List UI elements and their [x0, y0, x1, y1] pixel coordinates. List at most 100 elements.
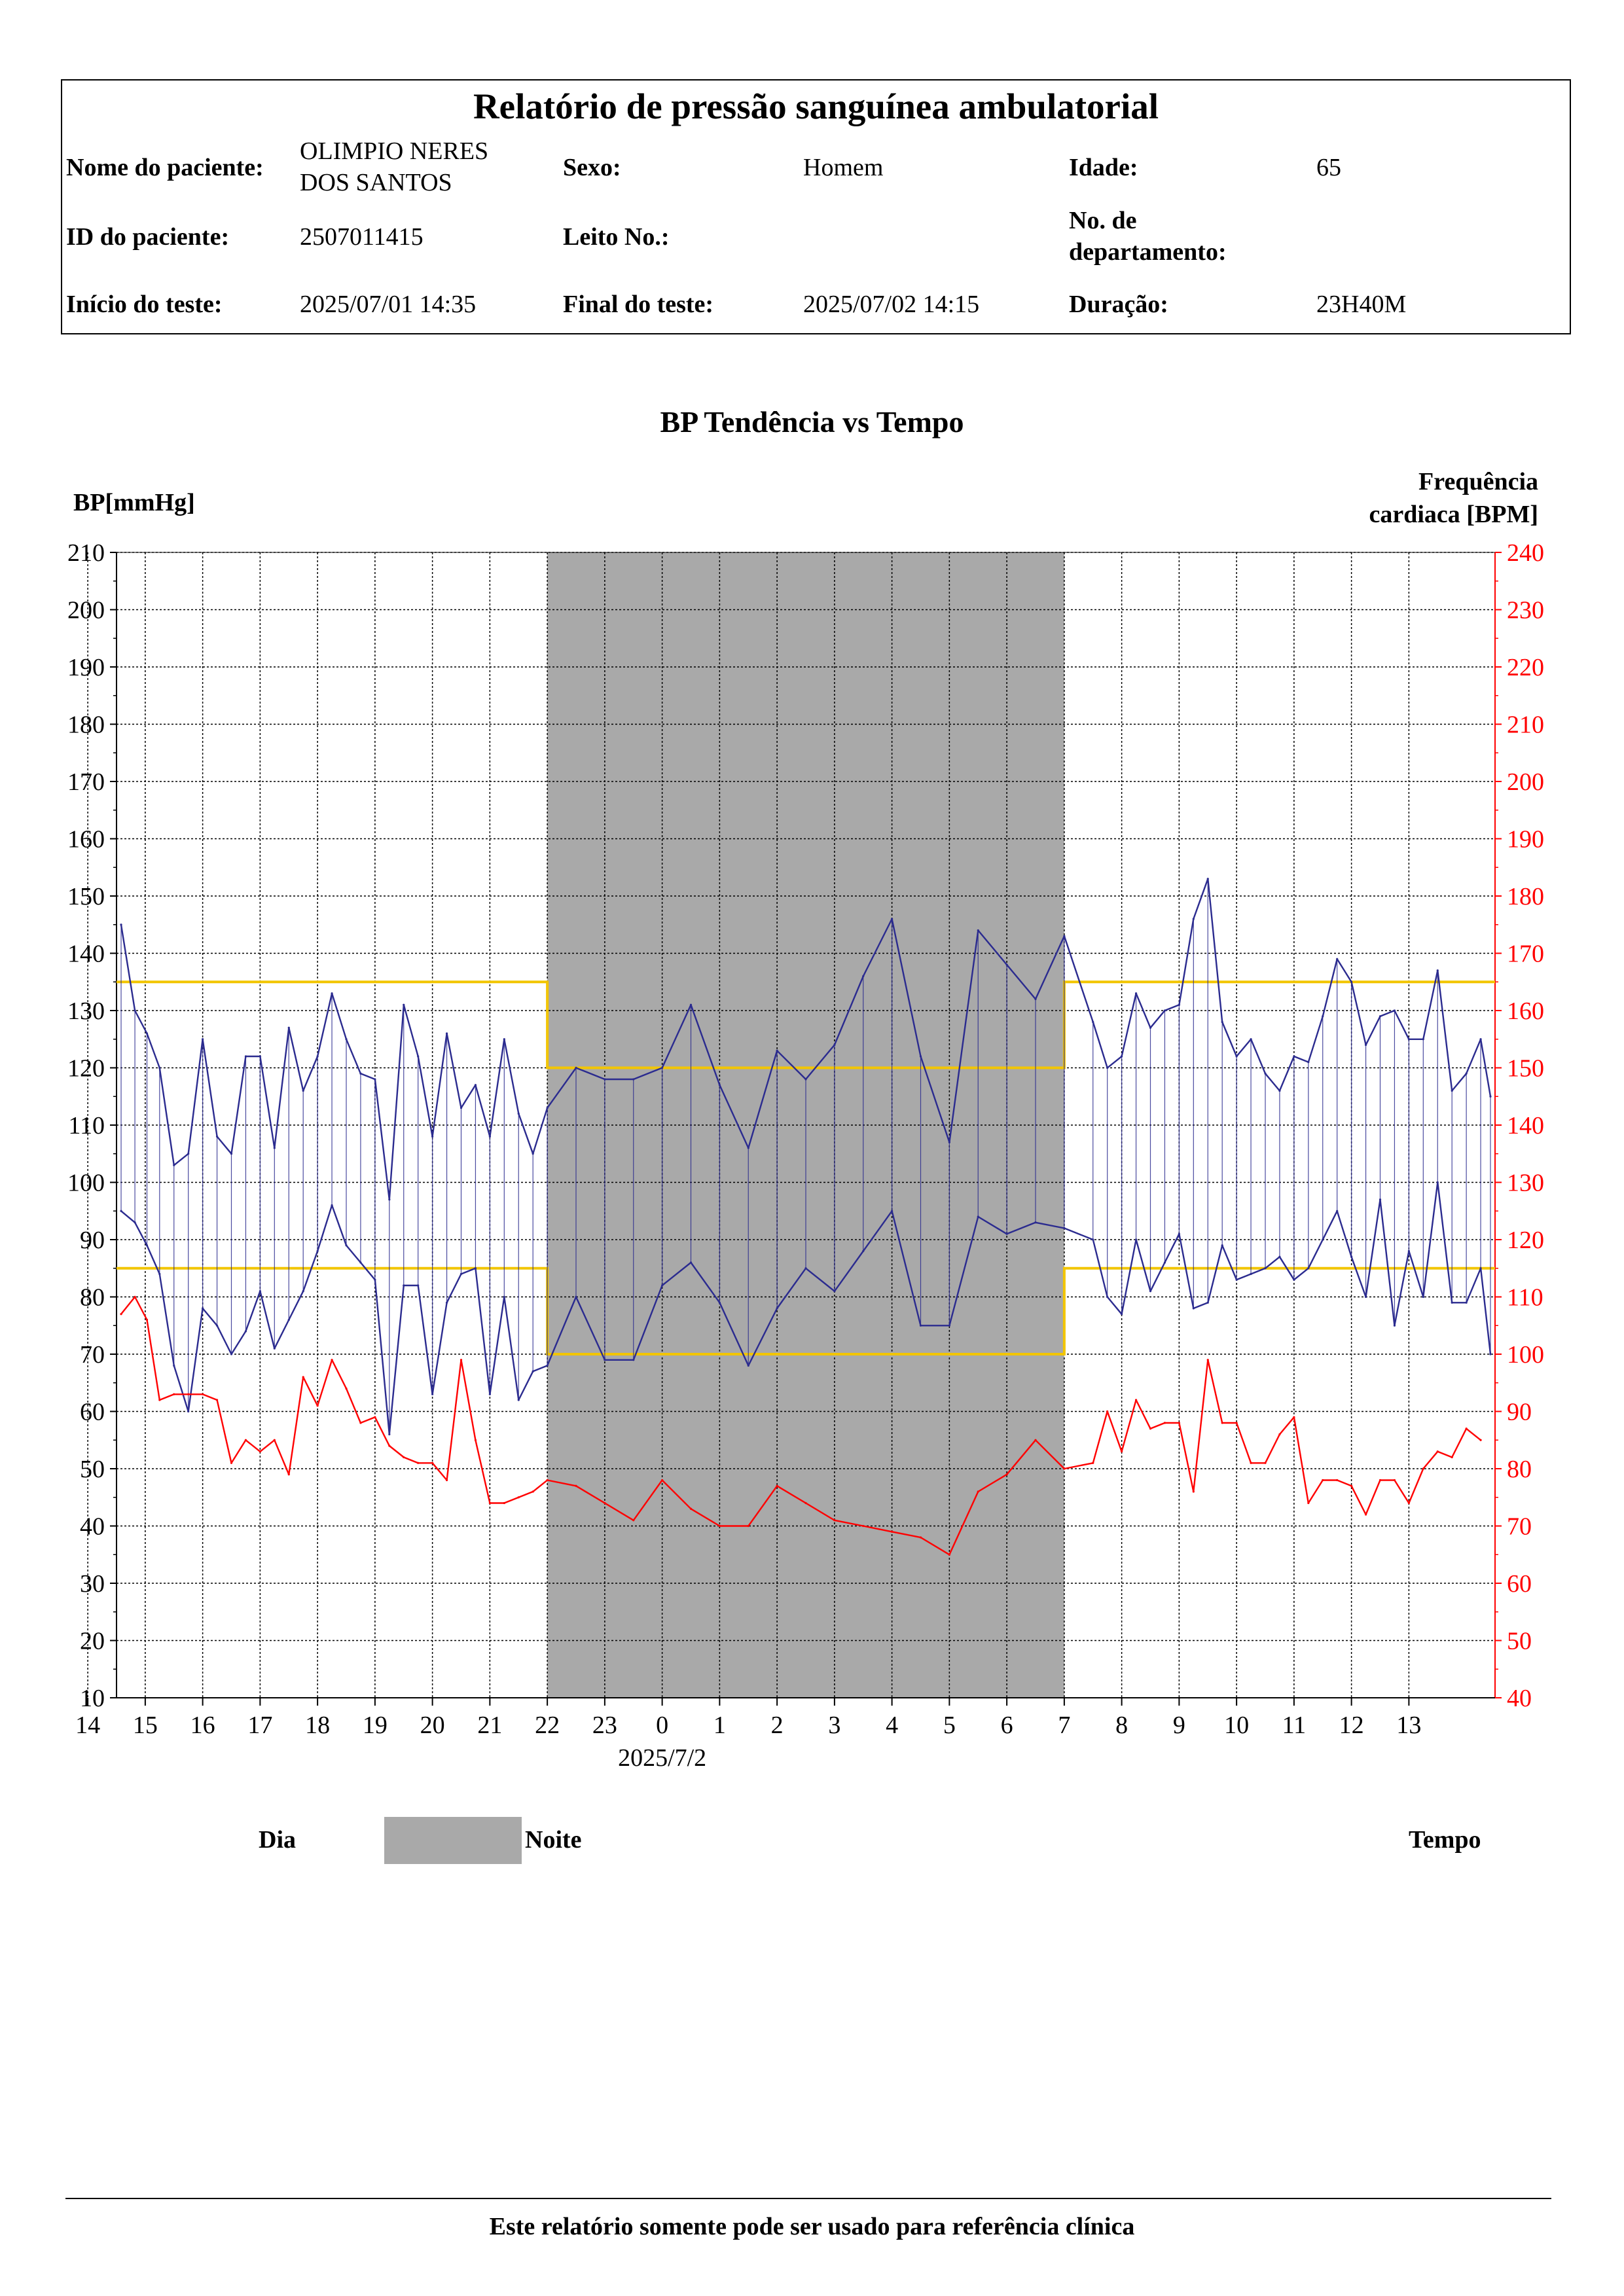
y-tick-label: 110 — [68, 1112, 105, 1139]
y2-tick-label: 70 — [1507, 1513, 1532, 1541]
heart_rate-point — [1436, 1450, 1439, 1453]
diastolic-point — [1192, 1307, 1195, 1310]
systolic-point — [862, 975, 865, 978]
heart_rate-point — [1479, 1439, 1482, 1441]
systolic-point — [718, 1084, 721, 1086]
heart_rate-point — [776, 1484, 778, 1487]
heart_rate-point — [661, 1479, 664, 1482]
heart_rate-point — [259, 1450, 261, 1453]
x-tick-label: 11 — [1282, 1712, 1307, 1739]
x-tick-label: 8 — [1115, 1712, 1128, 1739]
legend-night-label: Noite — [525, 1826, 582, 1854]
systolic-point — [1350, 980, 1353, 983]
diastolic-series-line — [120, 1181, 1492, 1435]
systolic-point — [776, 1049, 778, 1052]
diastolic-point — [1379, 1198, 1382, 1201]
systolic-point — [230, 1153, 233, 1155]
diastolic-point — [474, 1267, 477, 1270]
systolic-point — [1307, 1061, 1310, 1064]
diastolic-point — [431, 1393, 434, 1395]
heart_rate-point — [891, 1530, 893, 1533]
systolic-point — [244, 1055, 247, 1058]
heart_rate-point — [187, 1393, 190, 1395]
systolic-point — [1178, 1003, 1180, 1006]
y-tick-label: 100 — [67, 1170, 105, 1197]
systolic-point — [1221, 1020, 1223, 1024]
heart_rate-point — [862, 1524, 865, 1528]
y2-tick-label: 190 — [1507, 826, 1544, 853]
systolic-point — [1250, 1038, 1252, 1041]
systolic-point — [331, 992, 333, 995]
systolic-point — [120, 924, 122, 926]
diastolic-point — [302, 1290, 304, 1293]
y2-tick-label: 40 — [1507, 1685, 1532, 1712]
diastolic-point — [158, 1272, 161, 1276]
y-tick-label: 40 — [80, 1513, 105, 1541]
heart_rate-point — [604, 1501, 606, 1505]
heart_rate-point — [1034, 1439, 1037, 1441]
x-tick-label: 2 — [771, 1712, 784, 1739]
y2-tick-label: 100 — [1507, 1341, 1544, 1369]
diastolic-point — [374, 1278, 376, 1281]
systolic-point — [417, 1055, 420, 1058]
diastolic-point — [776, 1307, 778, 1310]
diastolic-point — [891, 1210, 893, 1212]
diastolic-point — [1250, 1272, 1252, 1276]
diastolic-point — [833, 1290, 836, 1293]
y-tick-label: 180 — [67, 711, 105, 739]
diastolic-point — [1221, 1244, 1223, 1247]
diastolic-point — [215, 1324, 219, 1327]
y-tick-label: 20 — [80, 1628, 105, 1655]
y-tick-label: 130 — [67, 997, 105, 1025]
heart_rate-point — [359, 1422, 362, 1424]
duration-label: Duração: — [1069, 291, 1168, 318]
heart_rate-point — [345, 1387, 348, 1390]
systolic-point — [1407, 1038, 1410, 1041]
heart_rate-point — [1192, 1490, 1195, 1493]
heart_rate-point — [230, 1462, 233, 1464]
y-tick-label: 10 — [80, 1685, 105, 1712]
heart_rate-point — [316, 1405, 319, 1407]
heart_rate-point — [632, 1519, 635, 1522]
diastolic-point — [417, 1284, 420, 1287]
systolic-point — [1235, 1055, 1238, 1058]
systolic-point — [833, 1043, 836, 1047]
diastolic-point — [273, 1347, 276, 1350]
x-tick-label: 14 — [75, 1712, 100, 1739]
heart_rate-point — [302, 1376, 304, 1378]
systolic-point — [488, 1135, 491, 1138]
x-tick-label: 16 — [190, 1712, 215, 1739]
y2-tick-label: 170 — [1507, 941, 1544, 968]
x-date-label: 2025/7/2 — [618, 1744, 706, 1772]
heart_rate-point — [919, 1536, 922, 1539]
diastolic-point — [331, 1204, 333, 1207]
heart_rate-point — [287, 1473, 290, 1476]
y2-tick-label: 120 — [1507, 1227, 1544, 1254]
legend-time-label: Tempo — [1409, 1826, 1481, 1854]
x-tick-label: 18 — [305, 1712, 330, 1739]
heart_rate-point — [1264, 1462, 1267, 1464]
heart_rate-point — [445, 1479, 448, 1482]
diastolic-point — [1293, 1278, 1295, 1281]
chart-title: BP Tendência vs Tempo — [660, 405, 964, 439]
heart_rate-point — [1149, 1427, 1152, 1430]
diastolic-point — [1350, 1255, 1353, 1258]
diastolic-point — [1005, 1232, 1008, 1235]
systolic-point — [1422, 1038, 1424, 1041]
diastolic-point — [1489, 1353, 1492, 1355]
heart_rate-point — [1407, 1501, 1410, 1505]
heart_rate-point — [173, 1393, 175, 1395]
heart_rate-point — [158, 1399, 161, 1401]
diastolic-point — [460, 1272, 463, 1276]
heart_rate-point — [134, 1295, 136, 1299]
diastolic-point — [1393, 1324, 1396, 1327]
x-tick-label: 21 — [477, 1712, 502, 1739]
heart_rate-point — [1364, 1513, 1367, 1516]
heart_rate-point — [1451, 1456, 1453, 1459]
heart_rate-point — [1336, 1479, 1339, 1482]
test-start-value: 2025/07/01 14:35 — [300, 291, 477, 318]
y-tick-label: 210 — [67, 539, 105, 567]
diastolic-point — [1178, 1232, 1180, 1235]
x-tick-label: 23 — [592, 1712, 617, 1739]
heart_rate-point — [1221, 1422, 1223, 1424]
